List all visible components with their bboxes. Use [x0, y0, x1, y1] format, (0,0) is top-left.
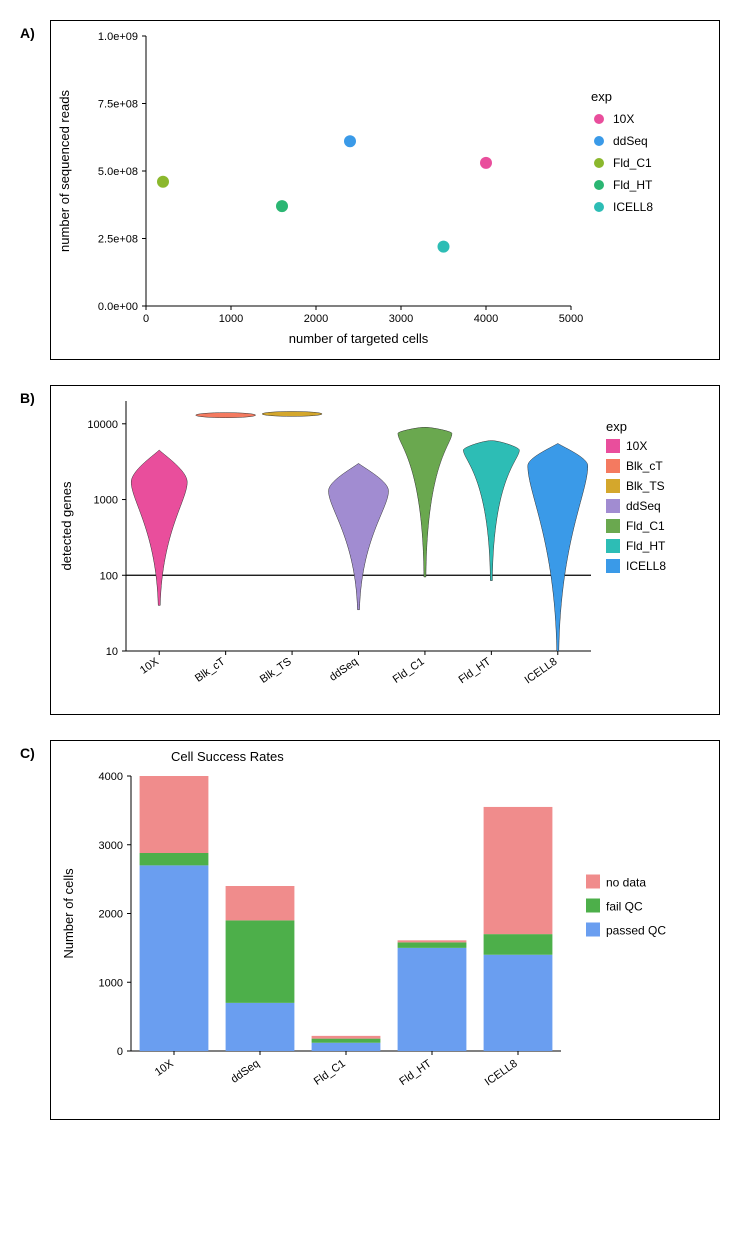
svg-text:number of targeted cells: number of targeted cells: [289, 331, 429, 346]
panel-a-label: A): [20, 20, 50, 41]
svg-text:no data: no data: [606, 876, 646, 890]
svg-text:fail QC: fail QC: [606, 900, 643, 914]
svg-text:ICELL8: ICELL8: [613, 200, 653, 214]
bar-segment: [140, 865, 209, 1051]
svg-text:exp: exp: [606, 419, 627, 434]
svg-text:Fld_HT: Fld_HT: [626, 539, 666, 553]
svg-text:0.0e+00: 0.0e+00: [98, 301, 138, 313]
svg-text:1000: 1000: [99, 977, 123, 989]
svg-text:Fld_C1: Fld_C1: [626, 519, 665, 533]
bar-segment: [140, 776, 209, 853]
svg-text:5000: 5000: [559, 313, 583, 325]
panel-c-label: C): [20, 740, 50, 761]
violin: [262, 411, 322, 416]
svg-text:4000: 4000: [99, 771, 123, 783]
bar-segment: [398, 942, 467, 948]
svg-text:Fld_HT: Fld_HT: [397, 1057, 434, 1088]
svg-text:Blk_TS: Blk_TS: [626, 479, 665, 493]
svg-text:10X: 10X: [613, 112, 634, 126]
bar-segment: [226, 1003, 295, 1051]
svg-text:ddSeq: ddSeq: [327, 656, 360, 684]
svg-text:Cell Success Rates: Cell Success Rates: [171, 749, 284, 764]
svg-text:Blk_TS: Blk_TS: [258, 656, 294, 686]
svg-text:5.0e+08: 5.0e+08: [98, 166, 138, 178]
panel-b-chart: 10 100 1000 10000 detected genes 10X Blk_cT Blk…: [50, 385, 720, 715]
scatter-point: [438, 241, 450, 253]
bar-segment: [312, 1043, 381, 1051]
svg-text:ddSeq: ddSeq: [613, 134, 648, 148]
svg-text:Fld_C1: Fld_C1: [312, 1058, 348, 1088]
scatter-point: [344, 135, 356, 147]
svg-text:7.5e+08: 7.5e+08: [98, 99, 138, 111]
svg-text:10: 10: [106, 646, 118, 658]
bar-segment: [398, 940, 467, 942]
svg-text:1.0e+09: 1.0e+09: [98, 31, 138, 43]
svg-text:1000: 1000: [219, 313, 243, 325]
svg-text:0: 0: [117, 1046, 123, 1058]
svg-text:2.5e+08: 2.5e+08: [98, 234, 138, 246]
bar-segment: [484, 807, 553, 934]
svg-text:2000: 2000: [99, 909, 123, 921]
scatter-point: [157, 176, 169, 188]
svg-text:10000: 10000: [87, 419, 118, 431]
svg-text:3000: 3000: [389, 313, 413, 325]
svg-text:ICELL8: ICELL8: [626, 559, 666, 573]
panel-a: A) 0 1000 2000 3000 4000 5000 0.0e+00 2.5e+08 5.…: [20, 20, 728, 360]
panel-b-label: B): [20, 385, 50, 406]
scatter-point: [480, 157, 492, 169]
svg-text:Fld_C1: Fld_C1: [613, 156, 652, 170]
svg-text:10X: 10X: [626, 439, 647, 453]
svg-text:ICELL8: ICELL8: [523, 656, 560, 687]
svg-text:1000: 1000: [94, 495, 118, 507]
svg-text:passed QC: passed QC: [606, 924, 666, 938]
panel-a-chart: 0 1000 2000 3000 4000 5000 0.0e+00 2.5e+08 5.0e+…: [50, 20, 720, 360]
svg-text:10X: 10X: [153, 1057, 176, 1078]
svg-text:Blk_cT: Blk_cT: [193, 655, 228, 684]
svg-text:ICELL8: ICELL8: [483, 1058, 520, 1089]
svg-text:Fld_C1: Fld_C1: [391, 656, 427, 686]
bar-segment: [484, 955, 553, 1051]
svg-text:0: 0: [143, 313, 149, 325]
violin: [196, 413, 256, 418]
svg-text:number of sequenced reads: number of sequenced reads: [57, 90, 72, 252]
panel-c: C) Cell Success Rates 0 1000 2000 3000 4000 Nu…: [20, 740, 728, 1120]
svg-text:3000: 3000: [99, 840, 123, 852]
bar-segment: [312, 1036, 381, 1039]
bar-segment: [226, 886, 295, 920]
svg-text:ddSeq: ddSeq: [229, 1058, 262, 1086]
svg-text:2000: 2000: [304, 313, 328, 325]
svg-text:Fld_HT: Fld_HT: [613, 178, 653, 192]
panel-b: B) 10 100 1000 10000 detected genes 10X Blk_cT…: [20, 385, 728, 715]
svg-text:10X: 10X: [138, 655, 161, 676]
svg-text:detected genes: detected genes: [59, 481, 74, 570]
svg-text:Blk_cT: Blk_cT: [626, 459, 663, 473]
scatter-point: [276, 200, 288, 212]
panel-c-chart: Cell Success Rates 0 1000 2000 3000 4000 Numbe…: [50, 740, 720, 1120]
svg-text:exp: exp: [591, 89, 612, 104]
bar-segment: [226, 920, 295, 1003]
svg-text:100: 100: [100, 570, 118, 582]
bar-segment: [140, 853, 209, 865]
svg-text:Fld_HT: Fld_HT: [457, 655, 494, 686]
svg-text:Number of cells: Number of cells: [61, 868, 76, 959]
bar-segment: [398, 948, 467, 1051]
bar-segment: [484, 934, 553, 955]
bar-segment: [312, 1039, 381, 1043]
svg-text:4000: 4000: [474, 313, 498, 325]
svg-text:ddSeq: ddSeq: [626, 499, 661, 513]
